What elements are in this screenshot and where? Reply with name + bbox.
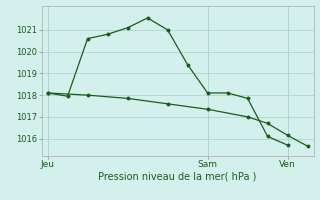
X-axis label: Pression niveau de la mer( hPa ): Pression niveau de la mer( hPa ): [99, 172, 257, 182]
